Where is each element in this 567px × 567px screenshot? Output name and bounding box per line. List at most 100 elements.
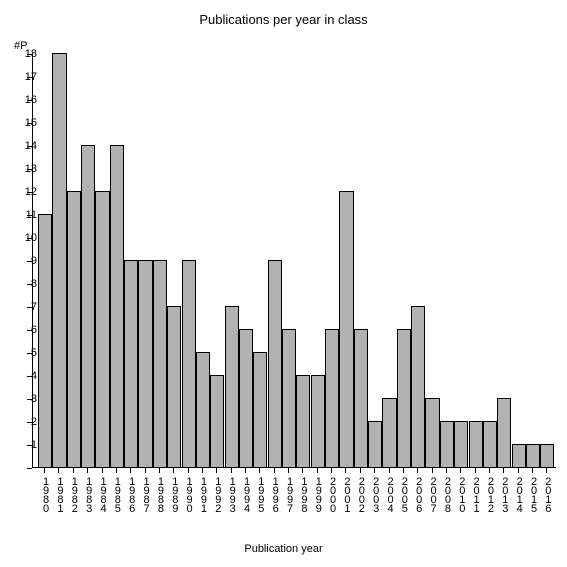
bar — [38, 214, 52, 467]
x-tick-label: 1980 — [37, 476, 51, 512]
y-tick-label: 7 — [17, 301, 37, 313]
x-tick — [345, 468, 346, 473]
y-tick-label: 17 — [17, 71, 37, 83]
x-tick-label: 1994 — [238, 476, 252, 512]
chart-title: Publications per year in class — [0, 12, 567, 27]
x-tick — [259, 468, 260, 473]
y-tick-label: 6 — [17, 324, 37, 336]
x-tick-label: 2010 — [453, 476, 467, 512]
x-tick-label: 2000 — [324, 476, 338, 512]
x-tick — [317, 468, 318, 473]
x-tick — [360, 468, 361, 473]
bar — [167, 306, 181, 467]
x-tick-label: 2012 — [482, 476, 496, 512]
y-tick-label: 5 — [17, 347, 37, 359]
bar — [411, 306, 425, 467]
x-tick — [446, 468, 447, 473]
x-tick — [331, 468, 332, 473]
chart-container: Publications per year in class #P Public… — [0, 0, 567, 567]
bar — [239, 329, 253, 467]
x-tick — [188, 468, 189, 473]
y-tick — [27, 468, 32, 469]
bar — [483, 421, 497, 467]
bar — [210, 375, 224, 467]
x-tick — [417, 468, 418, 473]
y-tick-label: 16 — [17, 94, 37, 106]
x-tick — [145, 468, 146, 473]
bar — [339, 191, 353, 467]
x-tick-label: 2011 — [468, 476, 482, 512]
bar — [526, 444, 540, 467]
x-tick-label: 2004 — [382, 476, 396, 512]
x-tick-label: 1992 — [209, 476, 223, 512]
y-tick-label: 2 — [17, 416, 37, 428]
x-tick — [403, 468, 404, 473]
x-tick-label: 2006 — [410, 476, 424, 512]
x-tick — [116, 468, 117, 473]
x-tick-label: 1987 — [138, 476, 152, 512]
x-tick — [173, 468, 174, 473]
bar — [282, 329, 296, 467]
bar — [253, 352, 267, 467]
x-tick-label: 2003 — [367, 476, 381, 512]
plot-area — [32, 54, 556, 468]
y-tick-label: 13 — [17, 163, 37, 175]
x-tick-label: 1984 — [95, 476, 109, 512]
bar — [268, 260, 282, 467]
x-tick — [302, 468, 303, 473]
y-tick-label: 15 — [17, 117, 37, 129]
x-tick — [87, 468, 88, 473]
x-tick — [518, 468, 519, 473]
x-tick-label: 1996 — [267, 476, 281, 512]
x-tick — [130, 468, 131, 473]
x-tick-label: 1997 — [281, 476, 295, 512]
x-tick — [432, 468, 433, 473]
x-tick — [159, 468, 160, 473]
y-tick-label: 11 — [17, 209, 37, 221]
bar — [182, 260, 196, 467]
x-tick — [503, 468, 504, 473]
x-tick-label: 1990 — [181, 476, 195, 512]
bar — [95, 191, 109, 467]
bar — [469, 421, 483, 467]
bar — [138, 260, 152, 467]
bar — [52, 53, 66, 467]
y-tick-label: 1 — [17, 439, 37, 451]
x-tick — [374, 468, 375, 473]
x-tick-label: 1998 — [295, 476, 309, 512]
x-tick-label: 2008 — [439, 476, 453, 512]
bar — [81, 145, 95, 467]
y-tick-label: 18 — [17, 48, 37, 60]
x-tick-label: 1981 — [51, 476, 65, 512]
bar — [153, 260, 167, 467]
y-tick-label: 9 — [17, 255, 37, 267]
bar — [225, 306, 239, 467]
bar — [382, 398, 396, 467]
bar — [397, 329, 411, 467]
x-tick-label: 2016 — [539, 476, 553, 512]
bar — [354, 329, 368, 467]
x-tick — [389, 468, 390, 473]
x-tick-label: 1989 — [166, 476, 180, 512]
x-tick-label: 2005 — [396, 476, 410, 512]
x-tick-label: 1993 — [224, 476, 238, 512]
bar — [67, 191, 81, 467]
y-tick-label: 12 — [17, 186, 37, 198]
bar — [512, 444, 526, 467]
bar — [110, 145, 124, 467]
x-tick — [202, 468, 203, 473]
x-tick-label: 1983 — [80, 476, 94, 512]
x-tick — [216, 468, 217, 473]
x-axis-label: Publication year — [0, 543, 567, 555]
x-tick-label: 2013 — [496, 476, 510, 512]
bar — [540, 444, 554, 467]
bar — [296, 375, 310, 467]
bar — [325, 329, 339, 467]
x-tick-label: 1985 — [109, 476, 123, 512]
x-tick-label: 1995 — [252, 476, 266, 512]
x-tick-label: 2014 — [511, 476, 525, 512]
x-tick-label: 1986 — [123, 476, 137, 512]
bar — [497, 398, 511, 467]
x-tick — [460, 468, 461, 473]
bar — [368, 421, 382, 467]
